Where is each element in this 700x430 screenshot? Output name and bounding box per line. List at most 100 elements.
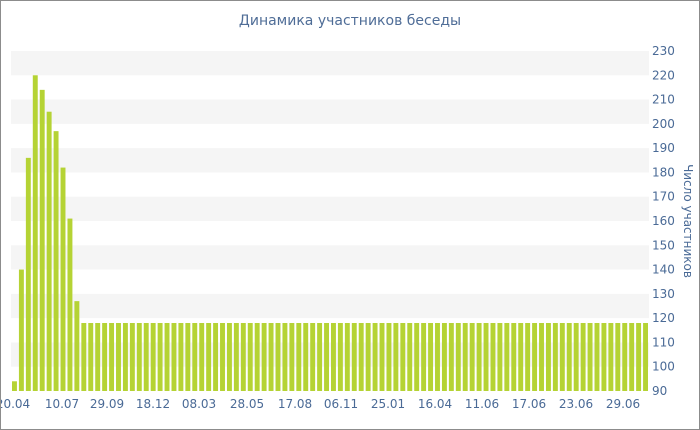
bar — [497, 323, 503, 391]
bar — [25, 157, 31, 391]
bar — [268, 323, 274, 391]
bar — [67, 218, 73, 391]
bar — [254, 323, 260, 391]
bar — [53, 131, 59, 391]
grid-band — [11, 196, 649, 221]
bar — [171, 323, 177, 391]
bar — [18, 269, 24, 391]
bar — [573, 323, 579, 391]
bar — [199, 323, 205, 391]
bar — [351, 323, 357, 391]
bar — [220, 323, 225, 391]
y-tick-label: 190 — [652, 141, 675, 155]
bar — [81, 323, 87, 391]
bar — [102, 323, 108, 391]
bar — [39, 89, 45, 392]
grid-bands — [11, 51, 649, 367]
bar — [32, 75, 38, 391]
bar — [643, 323, 648, 391]
y-tick-label: 200 — [652, 117, 675, 131]
bar — [226, 323, 232, 391]
bar — [372, 323, 378, 391]
bar — [462, 323, 468, 391]
y-tick-label: 230 — [652, 44, 675, 58]
bar — [310, 323, 316, 391]
bar — [192, 323, 198, 391]
bar — [206, 323, 212, 391]
bar — [504, 323, 510, 391]
bar — [511, 323, 517, 391]
bar — [303, 323, 309, 391]
y-tick-label: 180 — [652, 165, 675, 179]
bar — [129, 323, 135, 391]
bar — [122, 323, 128, 391]
bar — [629, 323, 635, 391]
bar — [518, 323, 524, 391]
x-tick-label: 20.04 — [1, 397, 30, 411]
x-tick-label: 23.06 — [559, 397, 593, 411]
bar — [317, 323, 323, 391]
bar — [594, 323, 600, 391]
bar — [379, 323, 385, 391]
y-tick-label: 130 — [652, 287, 675, 301]
bar — [483, 323, 489, 391]
grid-band — [11, 99, 649, 124]
y-tick-label: 90 — [652, 384, 667, 398]
bar — [414, 323, 420, 391]
y-tick-label: 220 — [652, 68, 675, 82]
x-tick-label: 18.12 — [136, 397, 170, 411]
bar — [428, 323, 434, 391]
x-tick-label: 06.11 — [324, 397, 358, 411]
grid-band — [11, 245, 649, 270]
x-tick-label: 11.06 — [465, 397, 499, 411]
bar — [150, 323, 156, 391]
bar — [116, 323, 121, 391]
bar — [12, 381, 17, 391]
bar — [157, 323, 163, 391]
x-tick-label: 25.01 — [371, 397, 405, 411]
bar — [580, 323, 586, 391]
bar — [109, 323, 115, 391]
bar — [469, 323, 475, 391]
bar — [441, 323, 447, 391]
bar — [74, 301, 80, 391]
chart-title: Динамика участников беседы — [238, 13, 462, 29]
x-tick-label: 29.06 — [606, 397, 640, 411]
bar — [344, 323, 350, 391]
bar — [247, 323, 253, 391]
bar — [421, 323, 427, 391]
bar — [407, 323, 413, 391]
bar — [60, 167, 66, 391]
bar — [615, 323, 621, 391]
bar — [164, 323, 170, 391]
bar — [282, 323, 288, 391]
bar — [365, 323, 371, 391]
x-tick-label: 17.08 — [278, 397, 312, 411]
bar — [448, 323, 454, 391]
bar — [88, 323, 94, 391]
y-axis-label: Число участников — [681, 164, 695, 278]
x-tick-label: 17.06 — [512, 397, 546, 411]
grid-band — [11, 51, 649, 76]
bar — [622, 323, 628, 391]
bar — [525, 323, 531, 391]
bar — [601, 323, 607, 391]
bar — [261, 323, 267, 391]
y-tick-label: 120 — [652, 311, 675, 325]
bar — [539, 323, 544, 391]
y-tick-label: 140 — [652, 263, 675, 277]
x-tick-label: 08.03 — [182, 397, 216, 411]
x-tick-label: 16.04 — [418, 397, 452, 411]
bar — [185, 323, 191, 391]
bar — [296, 323, 302, 391]
bar — [532, 323, 538, 391]
bar — [552, 323, 558, 391]
x-tick-label: 29.09 — [90, 397, 124, 411]
x-tick-label: 28.05 — [230, 397, 264, 411]
bar — [324, 323, 329, 391]
bar — [143, 323, 149, 391]
y-tick-label: 210 — [652, 93, 675, 107]
bar — [400, 323, 406, 391]
